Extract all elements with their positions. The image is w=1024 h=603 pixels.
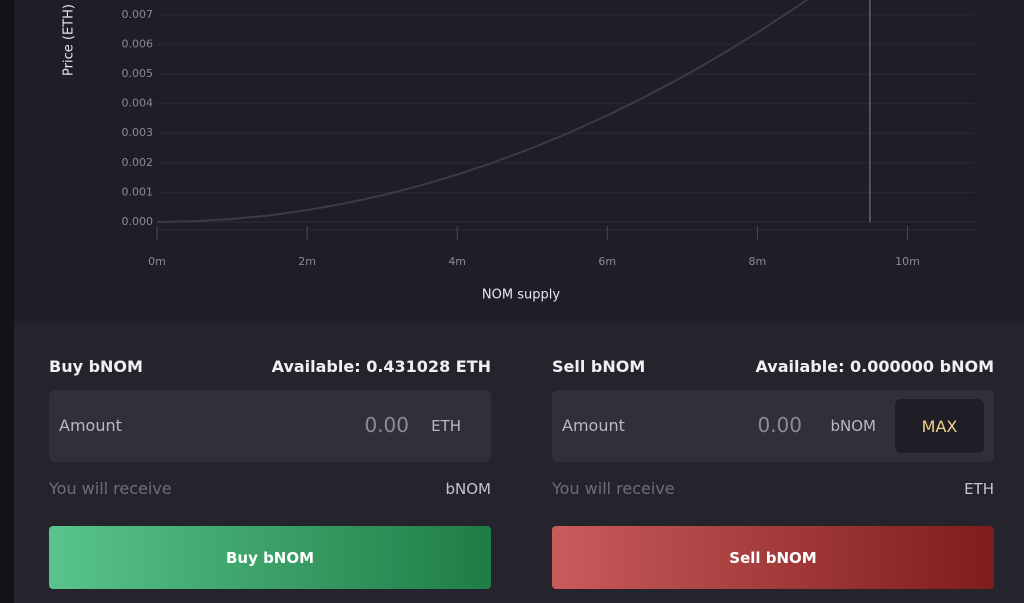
- x-tick-label: 6m: [598, 255, 616, 268]
- trade-panel: Buy bNOM Available: 0.431028 ETH Amount …: [14, 323, 1024, 603]
- amount-unit: bNOM: [830, 417, 877, 435]
- buy-available: Available: 0.431028 ETH: [271, 357, 491, 376]
- sell-available: Available: 0.000000 bNOM: [755, 357, 994, 376]
- y-tick-label: 0.004: [122, 97, 154, 110]
- amount-unit: ETH: [431, 417, 461, 435]
- amount-value: 0.00: [757, 413, 802, 437]
- receive-label: You will receive: [552, 479, 675, 498]
- y-tick-label: 0.005: [122, 67, 154, 80]
- x-tick-label: 8m: [749, 255, 767, 268]
- max-button[interactable]: MAX: [895, 399, 984, 453]
- y-tick-label: 0.007: [122, 8, 154, 21]
- sell-button[interactable]: Sell bNOM: [552, 526, 994, 589]
- price-curve: [156, 0, 809, 223]
- receive-unit: bNOM: [445, 480, 492, 498]
- y-tick-label: 0.000: [122, 215, 154, 228]
- chart: Price (ETH) NOM supply 0.000 0.001 0.002 0.…: [62, 0, 975, 303]
- chart-panel: Price (ETH) NOM supply 0.000 0.001 0.002 0.…: [14, 0, 1024, 323]
- buy-title: Buy bNOM: [49, 357, 143, 376]
- x-tick-label: 2m: [298, 255, 316, 268]
- x-axis-label: NOM supply: [482, 288, 560, 303]
- amount-label: Amount: [562, 416, 625, 435]
- y-tick-label: 0.002: [122, 156, 154, 169]
- amount-label: Amount: [59, 416, 122, 435]
- x-tick-label: 0m: [148, 255, 166, 268]
- buy-button[interactable]: Buy bNOM: [49, 526, 491, 589]
- amount-value: 0.00: [364, 413, 409, 437]
- x-tick-label: 10m: [895, 255, 920, 268]
- y-tick-label: 0.003: [122, 126, 154, 139]
- buy-input[interactable]: Amount 0.00 ETH: [49, 390, 491, 462]
- sell-input[interactable]: Amount 0.00 bNOM MAX: [552, 390, 994, 462]
- y-tick-label: 0.006: [122, 37, 154, 50]
- x-tick-label: 4m: [448, 255, 466, 268]
- y-axis-label: Price (ETH): [62, 4, 77, 76]
- receive-unit: ETH: [964, 480, 994, 498]
- y-tick-label: 0.001: [122, 185, 154, 198]
- sell-title: Sell bNOM: [552, 357, 646, 376]
- receive-label: You will receive: [49, 479, 172, 498]
